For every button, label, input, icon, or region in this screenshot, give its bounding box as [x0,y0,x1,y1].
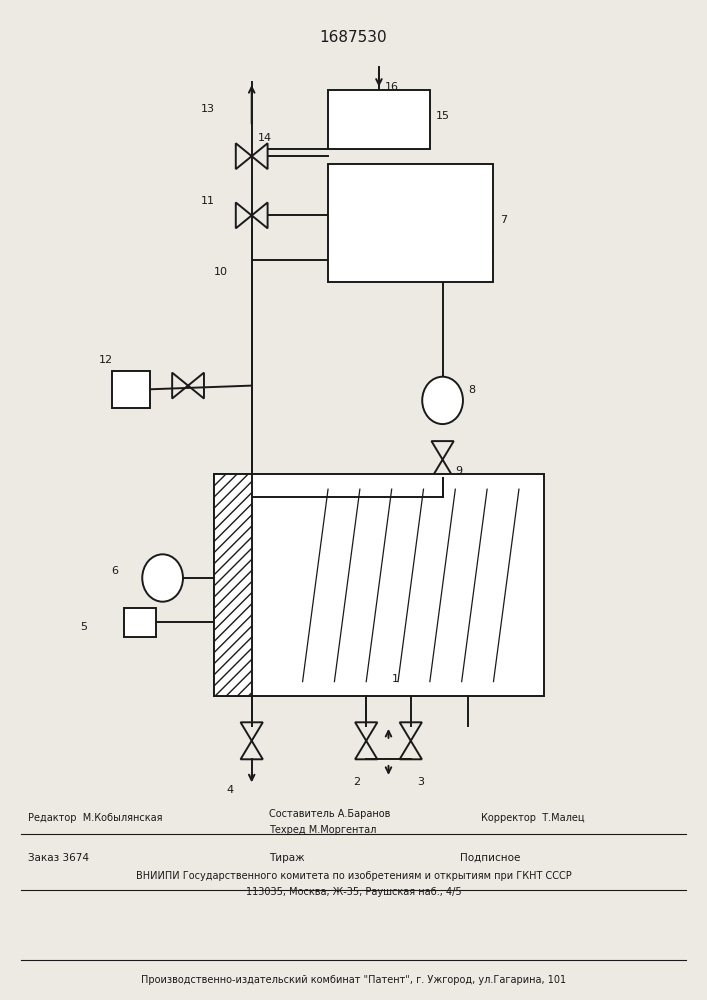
Bar [214,474,252,696]
Text: 2: 2 [354,777,361,787]
Text: 10: 10 [214,267,228,277]
Text: Корректор  Т.Малец: Корректор Т.Малец [481,813,585,823]
Text: 6: 6 [112,566,119,576]
Text: 16: 16 [385,82,399,92]
Bar [214,474,544,696]
Text: 9: 9 [455,466,462,476]
Text: Составитель А.Баранов: Составитель А.Баранов [269,809,390,819]
Text: Заказ 3674: Заказ 3674 [28,853,89,863]
Text: 8: 8 [468,385,475,395]
Circle shape [422,377,463,424]
Circle shape [142,554,183,602]
Bar [124,608,156,637]
Text: Подписное: Подписное [460,853,520,863]
Text: ВНИИПИ Государственного комитета по изобретениям и открытиям при ГКНТ СССР: ВНИИПИ Государственного комитета по изоб… [136,871,571,881]
Text: 13: 13 [201,104,215,114]
Text: 1: 1 [392,674,399,684]
Text: 7: 7 [500,215,507,225]
Text: Тираж: Тираж [269,853,304,863]
Bar [328,90,430,149]
Text: 14: 14 [258,133,272,143]
Text: Техред М.Моргентал: Техред М.Моргентал [269,825,376,835]
Text: 1687530: 1687530 [320,30,387,45]
Text: Редактор  М.Кобылянская: Редактор М.Кобылянская [28,813,163,823]
Bar [328,164,493,282]
Bar [112,371,150,408]
Text: Производственно-издательский комбинат "Патент", г. Ужгород, ул.Гагарина, 101: Производственно-издательский комбинат "П… [141,975,566,985]
Text: 113035, Москва, Ж-35, Раушская наб., 4/5: 113035, Москва, Ж-35, Раушская наб., 4/5 [246,887,461,897]
Text: 3: 3 [417,777,424,787]
Text: 11: 11 [201,196,215,206]
Text: 15: 15 [436,111,450,121]
Text: 5: 5 [80,622,87,632]
Text: 12: 12 [99,355,113,365]
Text: 4: 4 [226,785,233,795]
